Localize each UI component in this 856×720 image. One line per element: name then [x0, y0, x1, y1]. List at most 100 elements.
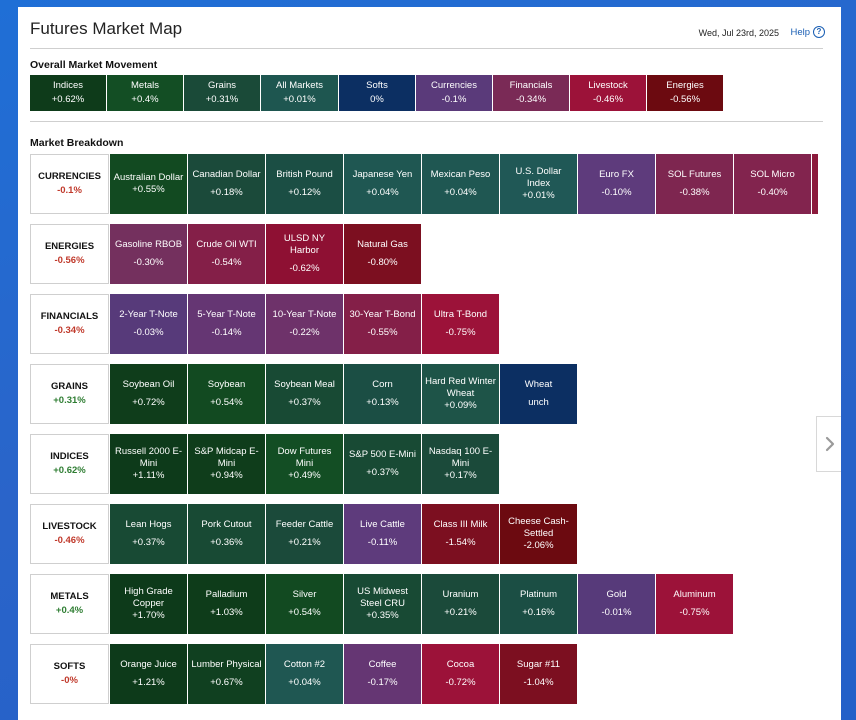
market-tile-s-p-500-e-mini[interactable]: S&P 500 E-Mini +0.37%: [344, 434, 421, 494]
category-metals[interactable]: METALS +0.4%: [30, 574, 109, 634]
market-tile-cocoa[interactable]: Cocoa -0.72%: [422, 644, 499, 704]
market-tile-corn[interactable]: Corn +0.13%: [344, 364, 421, 424]
market-tile-mexican-peso[interactable]: Mexican Peso +0.04%: [422, 154, 499, 214]
market-tile-live-cattle[interactable]: Live Cattle -0.11%: [344, 504, 421, 564]
market-tile-change: +0.09%: [444, 400, 477, 411]
market-tile-us-midwest-steel-cru[interactable]: US Midwest Steel CRU +0.35%: [344, 574, 421, 634]
market-tile-change: -0.10%: [601, 187, 632, 198]
market-tile-overflow[interactable]: [812, 154, 818, 214]
overall-tile-metals[interactable]: Metals +0.4%: [107, 75, 183, 111]
market-tile-sol-micro[interactable]: SOL Micro -0.40%: [734, 154, 811, 214]
market-tile-5-year-t-note[interactable]: 5-Year T-Note -0.14%: [188, 294, 265, 354]
overall-tile-energies[interactable]: Energies -0.56%: [647, 75, 723, 111]
market-tile-wheat[interactable]: Wheat unch: [500, 364, 577, 424]
market-tile-gasoline-rbob[interactable]: Gasoline RBOB -0.30%: [110, 224, 187, 284]
market-tile-japanese-yen[interactable]: Japanese Yen +0.04%: [344, 154, 421, 214]
market-tile-change: +1.70%: [132, 610, 165, 621]
market-tile-name: Australian Dollar: [113, 172, 184, 183]
market-tile-dow-futures-mini[interactable]: Dow Futures Mini +0.49%: [266, 434, 343, 494]
market-tile-australian-dollar[interactable]: Australian Dollar +0.55%: [110, 154, 187, 214]
market-tile-10-year-t-note[interactable]: 10-Year T-Note -0.22%: [266, 294, 343, 354]
row-financials: FINANCIALS -0.34% 2-Year T-Note -0.03% 5-Yea…: [30, 294, 500, 354]
market-tile-british-pound[interactable]: British Pound +0.12%: [266, 154, 343, 214]
overall-tile-indices[interactable]: Indices +0.62%: [30, 75, 106, 111]
question-circle-icon: ?: [813, 26, 825, 38]
market-tile-change: +0.55%: [132, 184, 165, 195]
market-tile-crude-oil-wti[interactable]: Crude Oil WTI -0.54%: [188, 224, 265, 284]
market-tile-gold[interactable]: Gold -0.01%: [578, 574, 655, 634]
row-livestock: LIVESTOCK -0.46% Lean Hogs +0.37% Pork Cutou…: [30, 504, 578, 564]
market-tile-u-s-dollar-index[interactable]: U.S. Dollar Index +0.01%: [500, 154, 577, 214]
category-change: +0.4%: [55, 605, 84, 616]
market-tile-aluminum[interactable]: Aluminum -0.75%: [656, 574, 733, 634]
market-tile-change: -0.72%: [445, 677, 476, 688]
category-softs[interactable]: SOFTS -0%: [30, 644, 109, 704]
market-tile-name: US Midwest Steel CRU: [357, 586, 408, 609]
market-tile-feeder-cattle[interactable]: Feeder Cattle +0.21%: [266, 504, 343, 564]
category-grains[interactable]: GRAINS +0.31%: [30, 364, 109, 424]
market-tile-pork-cutout[interactable]: Pork Cutout +0.36%: [188, 504, 265, 564]
market-tile-soybean-oil[interactable]: Soybean Oil +0.72%: [110, 364, 187, 424]
market-tile-30-year-t-bond[interactable]: 30-Year T-Bond -0.55%: [344, 294, 421, 354]
overall-tile-softs[interactable]: Softs 0%: [339, 75, 415, 111]
market-tile-lumber-physical[interactable]: Lumber Physical +0.67%: [188, 644, 265, 704]
market-tile-cotton-2[interactable]: Cotton #2 +0.04%: [266, 644, 343, 704]
market-tile-russell-2000-e-mini[interactable]: Russell 2000 E-Mini +1.11%: [110, 434, 187, 494]
market-tile-change: +0.13%: [366, 397, 399, 408]
category-energies[interactable]: ENERGIES -0.56%: [30, 224, 109, 284]
market-tile-platinum[interactable]: Platinum +0.16%: [500, 574, 577, 634]
overall-tile-currencies[interactable]: Currencies -0.1%: [416, 75, 492, 111]
market-tile-ultra-t-bond[interactable]: Ultra T-Bond -0.75%: [422, 294, 499, 354]
market-tile-name: Corn: [372, 379, 393, 390]
market-tile-change: -0.80%: [367, 257, 398, 268]
market-tile-class-iii-milk[interactable]: Class III Milk -1.54%: [422, 504, 499, 564]
market-tile-hard-red-winter-wheat[interactable]: Hard Red Winter Wheat +0.09%: [422, 364, 499, 424]
market-tile-nasdaq-100-e-mini[interactable]: Nasdaq 100 E-Mini +0.17%: [422, 434, 499, 494]
market-tile-high-grade-copper[interactable]: High Grade Copper +1.70%: [110, 574, 187, 634]
market-tile-name: Cheese Cash-Settled: [508, 516, 569, 539]
overall-tile-all-markets[interactable]: All Markets +0.01%: [261, 75, 338, 111]
market-tile-change: +0.37%: [132, 537, 165, 548]
market-tile-change: -0.40%: [757, 187, 788, 198]
category-indices[interactable]: INDICES +0.62%: [30, 434, 109, 494]
market-tile-name: Dow Futures Mini: [277, 446, 332, 469]
market-tile-change: -0.17%: [367, 677, 398, 688]
market-tile-change: -0.22%: [289, 327, 320, 338]
market-tile-change: +0.04%: [366, 187, 399, 198]
market-tile-natural-gas[interactable]: Natural Gas -0.80%: [344, 224, 421, 284]
market-tile-coffee[interactable]: Coffee -0.17%: [344, 644, 421, 704]
overall-tile-label: Livestock: [588, 80, 628, 91]
market-tile-2-year-t-note[interactable]: 2-Year T-Note -0.03%: [110, 294, 187, 354]
market-tile-name: Uranium: [442, 589, 479, 600]
market-tile-lean-hogs[interactable]: Lean Hogs +0.37%: [110, 504, 187, 564]
next-page-button[interactable]: [816, 416, 841, 472]
market-tile-change: +0.72%: [132, 397, 165, 408]
overall-tile-label: Metals: [131, 80, 159, 91]
market-tile-silver[interactable]: Silver +0.54%: [266, 574, 343, 634]
market-tile-uranium[interactable]: Uranium +0.21%: [422, 574, 499, 634]
overall-tile-grains[interactable]: Grains +0.31%: [184, 75, 260, 111]
help-link[interactable]: Help ?: [790, 26, 825, 38]
overall-tiles: Indices +0.62% Metals +0.4% Grains +0.31% All …: [30, 75, 723, 111]
market-tile-euro-fx[interactable]: Euro FX -0.10%: [578, 154, 655, 214]
market-tile-ulsd-ny-harbor[interactable]: ULSD NY Harbor -0.62%: [266, 224, 343, 284]
market-tile-s-p-midcap-e-mini[interactable]: S&P Midcap E-Mini +0.94%: [188, 434, 265, 494]
market-tile-change: +0.94%: [210, 470, 243, 481]
market-tile-soybean[interactable]: Soybean +0.54%: [188, 364, 265, 424]
category-financials[interactable]: FINANCIALS -0.34%: [30, 294, 109, 354]
overall-tile-financials[interactable]: Financials -0.34%: [493, 75, 569, 111]
market-tile-name: Euro FX: [599, 169, 634, 180]
market-tile-change: +1.11%: [132, 470, 165, 481]
market-tile-cheese-cash-settled[interactable]: Cheese Cash-Settled -2.06%: [500, 504, 577, 564]
market-tile-soybean-meal[interactable]: Soybean Meal +0.37%: [266, 364, 343, 424]
market-tile-sol-futures[interactable]: SOL Futures -0.38%: [656, 154, 733, 214]
market-tile-name: Palladium: [205, 589, 248, 600]
overall-tile-label: Energies: [666, 80, 704, 91]
overall-tile-livestock[interactable]: Livestock -0.46%: [570, 75, 646, 111]
market-tile-canadian-dollar[interactable]: Canadian Dollar +0.18%: [188, 154, 265, 214]
category-currencies[interactable]: CURRENCIES -0.1%: [30, 154, 109, 214]
market-tile-orange-juice[interactable]: Orange Juice +1.21%: [110, 644, 187, 704]
category-livestock[interactable]: LIVESTOCK -0.46%: [30, 504, 109, 564]
market-tile-palladium[interactable]: Palladium +1.03%: [188, 574, 265, 634]
market-tile-sugar-11[interactable]: Sugar #11 -1.04%: [500, 644, 577, 704]
